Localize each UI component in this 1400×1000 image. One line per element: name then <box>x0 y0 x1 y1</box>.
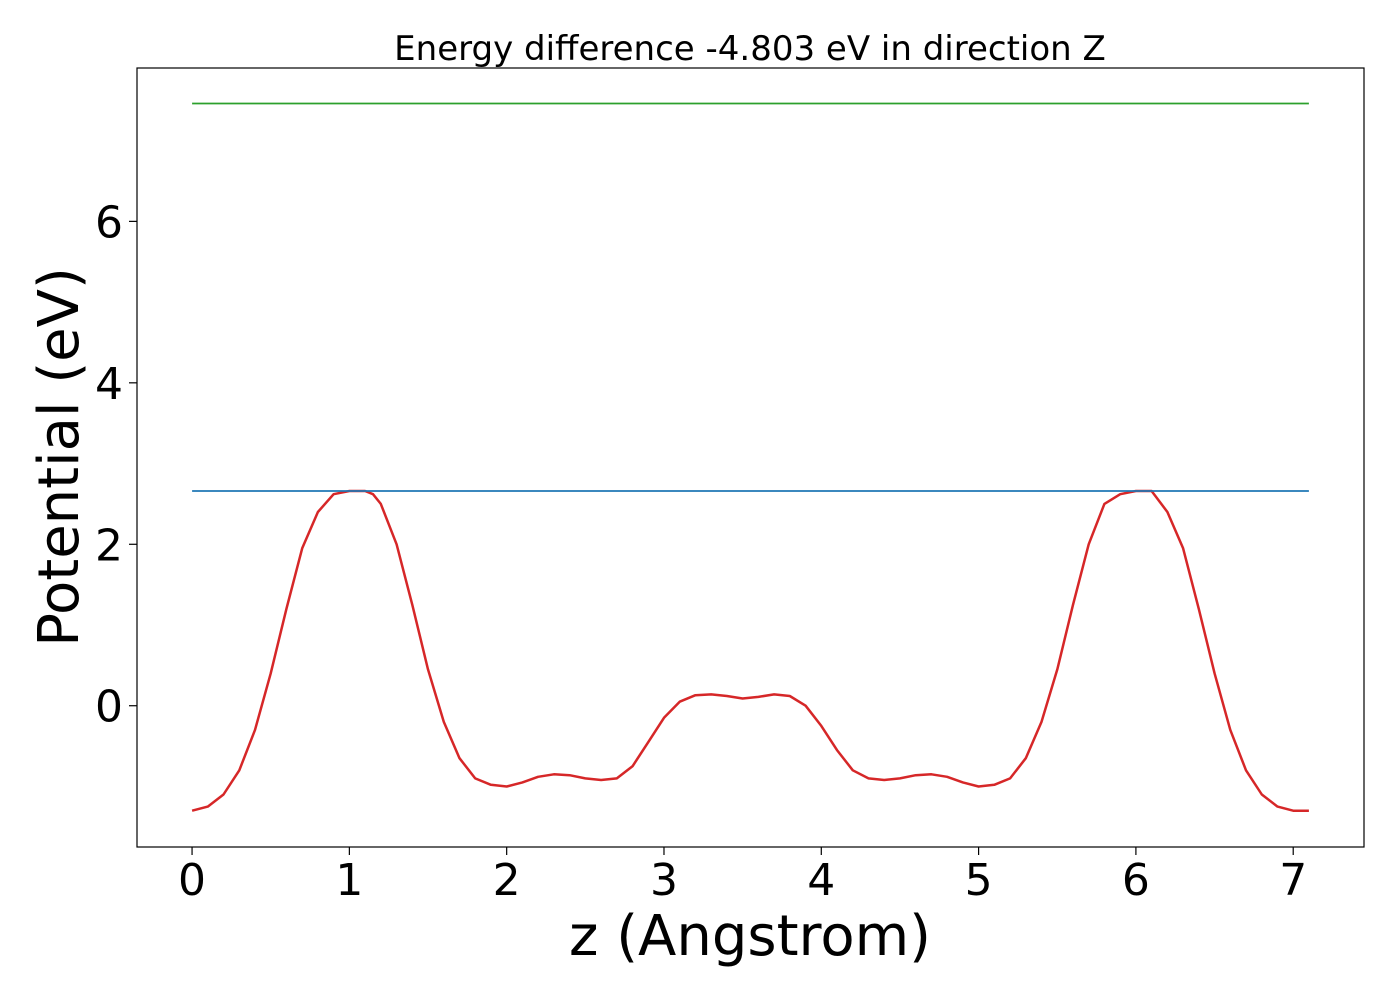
x-tick-label: 5 <box>965 855 993 906</box>
series-layer <box>191 102 1309 812</box>
x-tick-label: 7 <box>1279 855 1307 906</box>
x-tick-label: 6 <box>1122 855 1150 906</box>
x-tick-label: 4 <box>807 855 835 906</box>
y-tick-label: 4 <box>95 359 123 410</box>
y-axis-ticks: 0 2 4 6 <box>95 197 137 733</box>
x-tick-label: 0 <box>178 855 206 906</box>
plot-frame <box>136 67 1365 848</box>
x-tick-label: 3 <box>650 855 678 906</box>
y-axis-label: Potential (eV) <box>27 267 92 647</box>
series-line-1 <box>191 489 1309 812</box>
x-tick-label: 2 <box>493 855 521 906</box>
chart-title: Energy difference -4.803 eV in direction… <box>394 29 1106 69</box>
x-axis-label: z (Angstrom) <box>569 904 931 969</box>
y-tick-label: 6 <box>95 197 123 248</box>
y-tick-label: 2 <box>95 520 123 571</box>
x-axis-ticks: 0 1 2 3 4 5 6 7 <box>178 847 1307 906</box>
x-tick-label: 1 <box>335 855 363 906</box>
y-tick-label: 0 <box>95 682 123 733</box>
